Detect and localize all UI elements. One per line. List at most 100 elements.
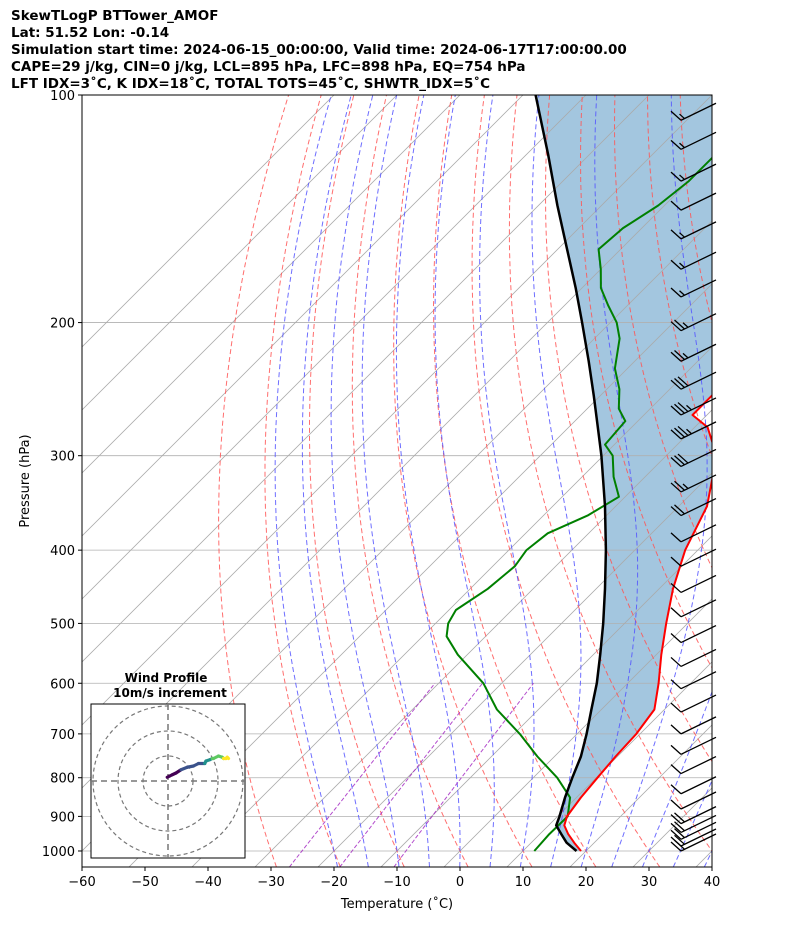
isotherm-line — [506, 661, 712, 867]
wind-barb — [670, 548, 717, 567]
wind-barb-flag — [686, 404, 692, 411]
isotherm-line — [443, 598, 712, 867]
dry-adiabat-line — [309, 95, 405, 867]
wind-barb — [670, 671, 717, 690]
wind-barb — [670, 313, 717, 332]
y-tick-label: 400 — [50, 544, 75, 559]
wind-barb — [670, 221, 717, 240]
wind-barb-flag — [674, 504, 685, 515]
wind-barb-staff — [680, 102, 717, 121]
hodograph-title: Wind Profile — [125, 671, 208, 685]
wind-barb-staff — [680, 599, 717, 618]
wind-barb — [670, 756, 717, 775]
wind-barb-flag — [677, 453, 689, 464]
wind-barb-flag — [679, 232, 685, 238]
wind-barb-staff — [680, 776, 717, 795]
moist-adiabat-line — [611, 95, 708, 867]
y-tick-label: 900 — [50, 810, 75, 825]
moist-adiabat-line — [274, 95, 338, 867]
wind-barb-flag — [670, 139, 682, 150]
wind-barb — [670, 806, 717, 825]
wind-barb-flag — [674, 480, 685, 491]
dry-adiabat-line — [647, 95, 712, 458]
y-axis-label: Pressure (hPa) — [18, 434, 33, 527]
wind-barb-flag — [679, 262, 685, 268]
isotherm-line — [128, 283, 712, 867]
wind-barb — [670, 102, 717, 121]
wind-barb — [670, 524, 717, 543]
wind-barb-flag — [674, 821, 685, 832]
y-tick-label: 100 — [50, 89, 75, 104]
hodograph-subtitle: 10m/s increment — [113, 686, 227, 700]
isotherm-line — [82, 95, 461, 474]
wind-barb-staff — [680, 821, 717, 840]
wind-barb-staff — [680, 716, 717, 735]
dry-adiabat-line — [471, 95, 661, 867]
wind-barb-staff — [680, 474, 717, 493]
cape-shaded-area — [535, 95, 712, 851]
wind-barb — [670, 648, 717, 668]
isotherm-line — [82, 95, 524, 537]
x-tick-label: 30 — [641, 875, 658, 890]
hodograph-ring — [117, 730, 219, 832]
wind-barb-flag — [670, 405, 682, 416]
wind-barb-flag — [670, 607, 682, 618]
wind-barb — [670, 791, 717, 810]
wind-barb-flag — [677, 425, 689, 436]
wind-barb-flag — [670, 784, 682, 795]
x-tick-label: 20 — [578, 875, 595, 890]
y-tick-label: 1000 — [42, 845, 75, 860]
wind-barb-flag — [677, 376, 689, 387]
x-tick-label: 10 — [515, 875, 532, 890]
wind-barb-staff — [680, 221, 717, 240]
moist-adiabat-line — [301, 95, 369, 867]
wind-barb-staff — [680, 756, 717, 775]
temperature-series-line — [563, 394, 712, 852]
y-tick-label: 700 — [50, 728, 75, 743]
isotherm-line — [82, 95, 398, 411]
wind-barb-staff — [680, 648, 717, 668]
moist-adiabat-line — [479, 95, 535, 867]
isotherm-line — [191, 346, 712, 867]
wind-barb-flag — [670, 744, 682, 755]
wind-barb — [670, 821, 717, 840]
x-tick-label: 40 — [704, 875, 721, 890]
wind-barb — [670, 192, 717, 211]
wind-barb-staff — [680, 497, 717, 517]
y-tick-label: 300 — [50, 450, 75, 465]
dry-adiabat-line — [508, 95, 712, 852]
moist-adiabat-line — [434, 95, 495, 867]
wind-barb-staff — [680, 313, 717, 332]
wind-barb-flag — [670, 829, 682, 840]
dry-adiabat-line — [393, 95, 533, 867]
dry-adiabat-line — [778, 95, 794, 867]
wind-barb-flag — [670, 582, 682, 593]
wind-barb-flag — [674, 828, 685, 839]
wind-barb-staff — [680, 421, 717, 440]
wind-barb-staff — [680, 736, 717, 755]
x-axis-label: Temperature (˚C) — [340, 896, 453, 912]
y-tick-label: 800 — [50, 772, 75, 787]
isotherm-line — [82, 95, 335, 348]
isotherm-line — [759, 95, 794, 867]
wind-barb-staff — [680, 371, 717, 390]
wind-barb — [670, 624, 717, 644]
isotherm-line — [254, 409, 712, 867]
wind-barb-flag — [679, 290, 685, 296]
wind-barb-staff — [680, 251, 717, 270]
isotherm-line — [569, 724, 712, 867]
wind-barb — [670, 163, 717, 182]
wind-barb-flag — [670, 836, 682, 847]
wind-barb-staff — [680, 448, 717, 468]
wind-barb — [670, 828, 717, 847]
x-tick-label: −30 — [257, 875, 284, 890]
moist-adiabat-line — [361, 95, 430, 867]
x-tick-label: −20 — [320, 875, 347, 890]
wind-barb-flag — [674, 378, 685, 388]
wind-barb-flag — [686, 428, 692, 435]
wind-barb-flag — [670, 724, 682, 735]
index-label: LFT IDX=3˚C, K IDX=18˚C, TOTAL TOTS=45˚C… — [11, 76, 491, 92]
wind-barb — [670, 448, 717, 468]
wind-barb-flag — [670, 679, 682, 690]
